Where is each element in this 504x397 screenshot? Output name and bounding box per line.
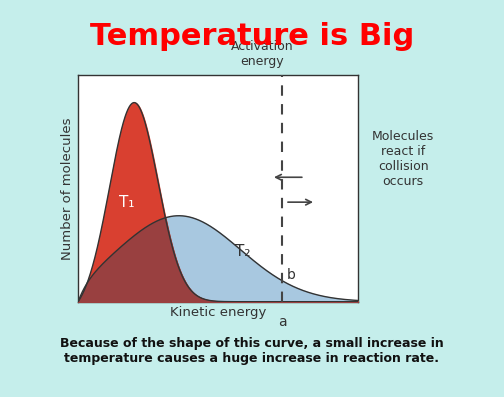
Text: b: b <box>286 268 295 281</box>
X-axis label: Kinetic energy: Kinetic energy <box>170 306 266 319</box>
Text: a: a <box>278 315 287 329</box>
Text: Molecules
react if
collision
occurs: Molecules react if collision occurs <box>372 130 434 188</box>
Text: Activation
energy: Activation energy <box>231 40 293 67</box>
Text: Temperature is Big: Temperature is Big <box>90 22 414 51</box>
Y-axis label: Number of molecules: Number of molecules <box>61 118 74 260</box>
Text: Because of the shape of this curve, a small increase in
temperature causes a hug: Because of the shape of this curve, a sm… <box>60 337 444 365</box>
Text: T₂: T₂ <box>235 245 251 260</box>
Text: T₁: T₁ <box>119 195 135 210</box>
